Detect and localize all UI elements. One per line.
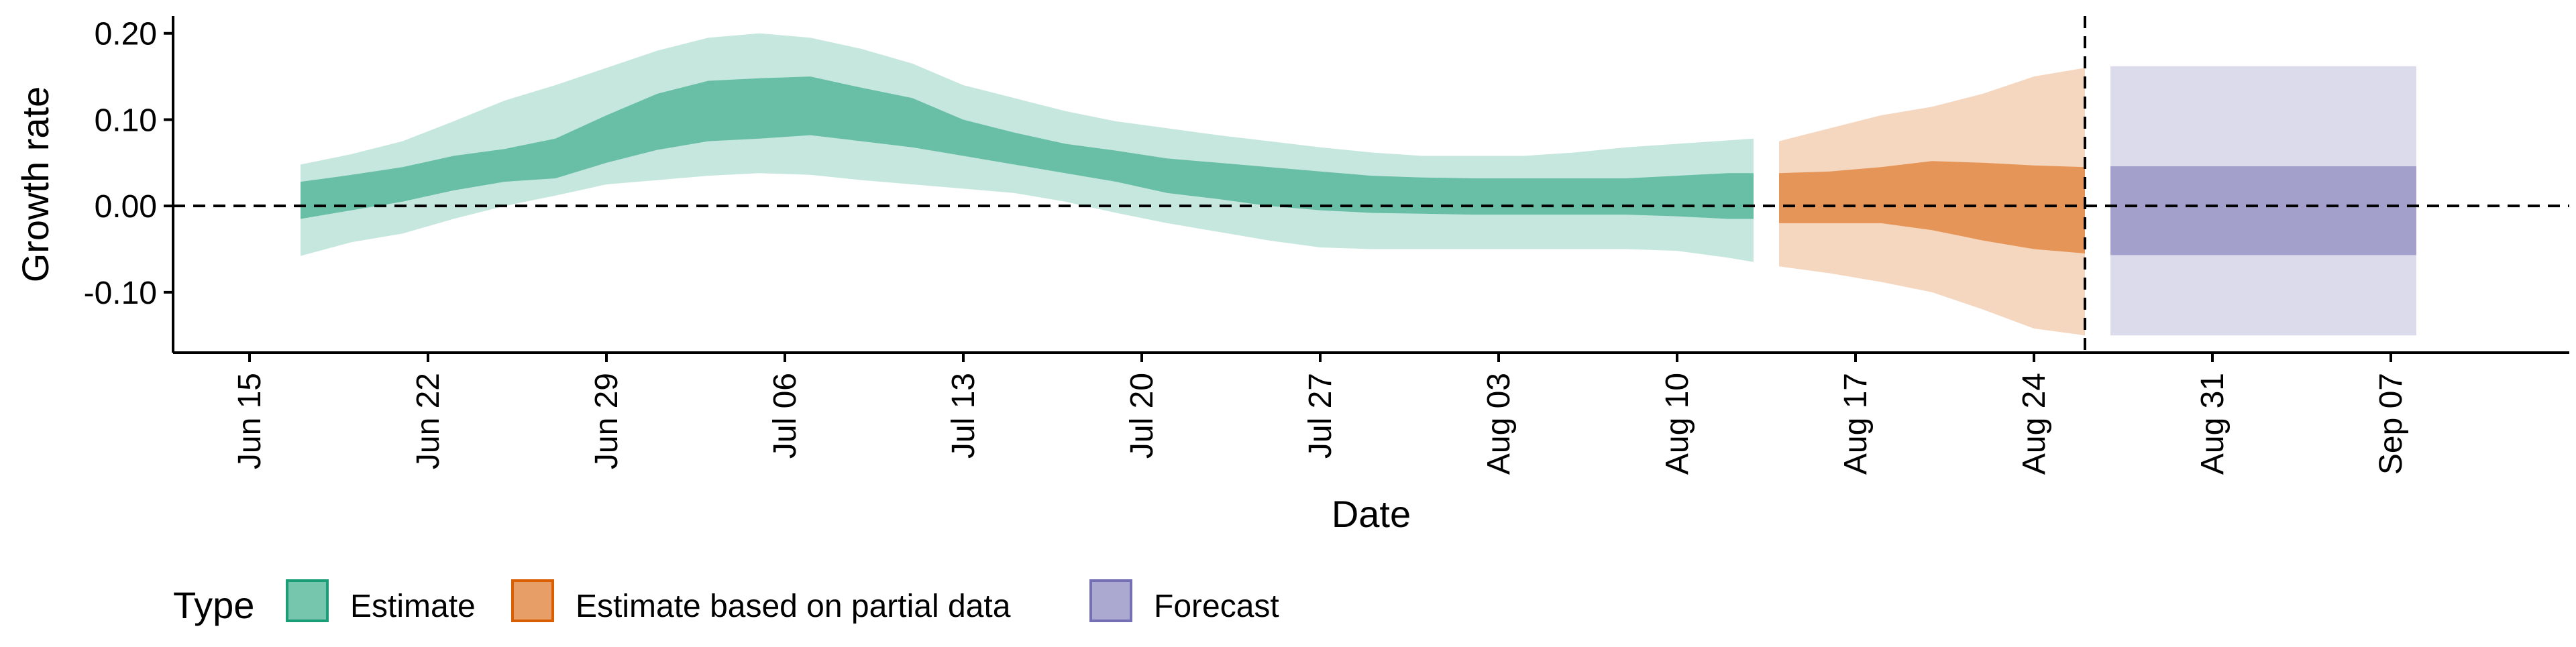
y-axis-title: Growth rate: [14, 86, 56, 283]
y-tick-label: 0.20: [95, 17, 157, 52]
series-estimate: [301, 33, 1754, 262]
legend-label: Estimate: [350, 589, 476, 624]
legend-swatch: [511, 579, 554, 622]
legend-item: Estimate: [286, 579, 476, 624]
series-forecast: [2110, 66, 2416, 336]
x-tick-label: Aug 17: [1838, 373, 1874, 475]
y-tick-label: 0.00: [95, 189, 157, 225]
x-tick-label: Aug 24: [2017, 373, 2052, 475]
x-ticks: Jun 15 Jun 22 Jun 29 Jul 06 Jul 13 Jul 20 Jul …: [232, 353, 2409, 475]
band-50-0: [301, 76, 1754, 219]
x-tick-label: Sep 07: [2373, 373, 2409, 475]
reference-lines-layer: [173, 16, 2569, 353]
legend-item: Forecast: [1089, 579, 1279, 624]
legend: Type Estimate Estimate based on partial d…: [173, 579, 1279, 626]
x-tick-label: Aug 10: [1660, 373, 1695, 475]
legend-title: Type: [173, 584, 254, 626]
x-tick-label: Jul 27: [1303, 373, 1338, 459]
x-tick-label: Aug 31: [2195, 373, 2231, 475]
x-tick-label: Jun 22: [411, 373, 446, 469]
legend-items: Estimate Estimate based on partial data Fo…: [286, 579, 1279, 624]
axes-layer: 0.20 0.10 0.00 -0.10 Jun 15 Jun 22 Jun 29 Jul …: [14, 16, 2569, 535]
y-tick-label: 0.10: [95, 103, 157, 138]
legend-item: Estimate based on partial data: [511, 579, 1011, 624]
series-estimate-based-on-partial-data: [1779, 68, 2085, 336]
legend-label: Forecast: [1154, 589, 1279, 624]
x-tick-label: Jul 13: [946, 373, 981, 459]
x-axis-title: Date: [1332, 493, 1411, 535]
y-tick-label: -0.10: [84, 276, 157, 311]
x-tick-label: Aug 03: [1481, 373, 1517, 475]
x-tick-label: Jun 15: [232, 373, 268, 469]
y-ticks: 0.20 0.10 0.00 -0.10: [84, 17, 173, 311]
legend-label: Estimate based on partial data: [576, 589, 1011, 624]
bands-layer: [301, 33, 2416, 336]
x-tick-label: Jul 06: [767, 373, 803, 459]
x-tick-label: Jul 20: [1124, 373, 1160, 459]
band-50-2: [2110, 166, 2416, 255]
x-tick-label: Jun 29: [589, 373, 625, 469]
legend-swatch: [1089, 579, 1132, 622]
legend-swatch: [286, 579, 329, 622]
